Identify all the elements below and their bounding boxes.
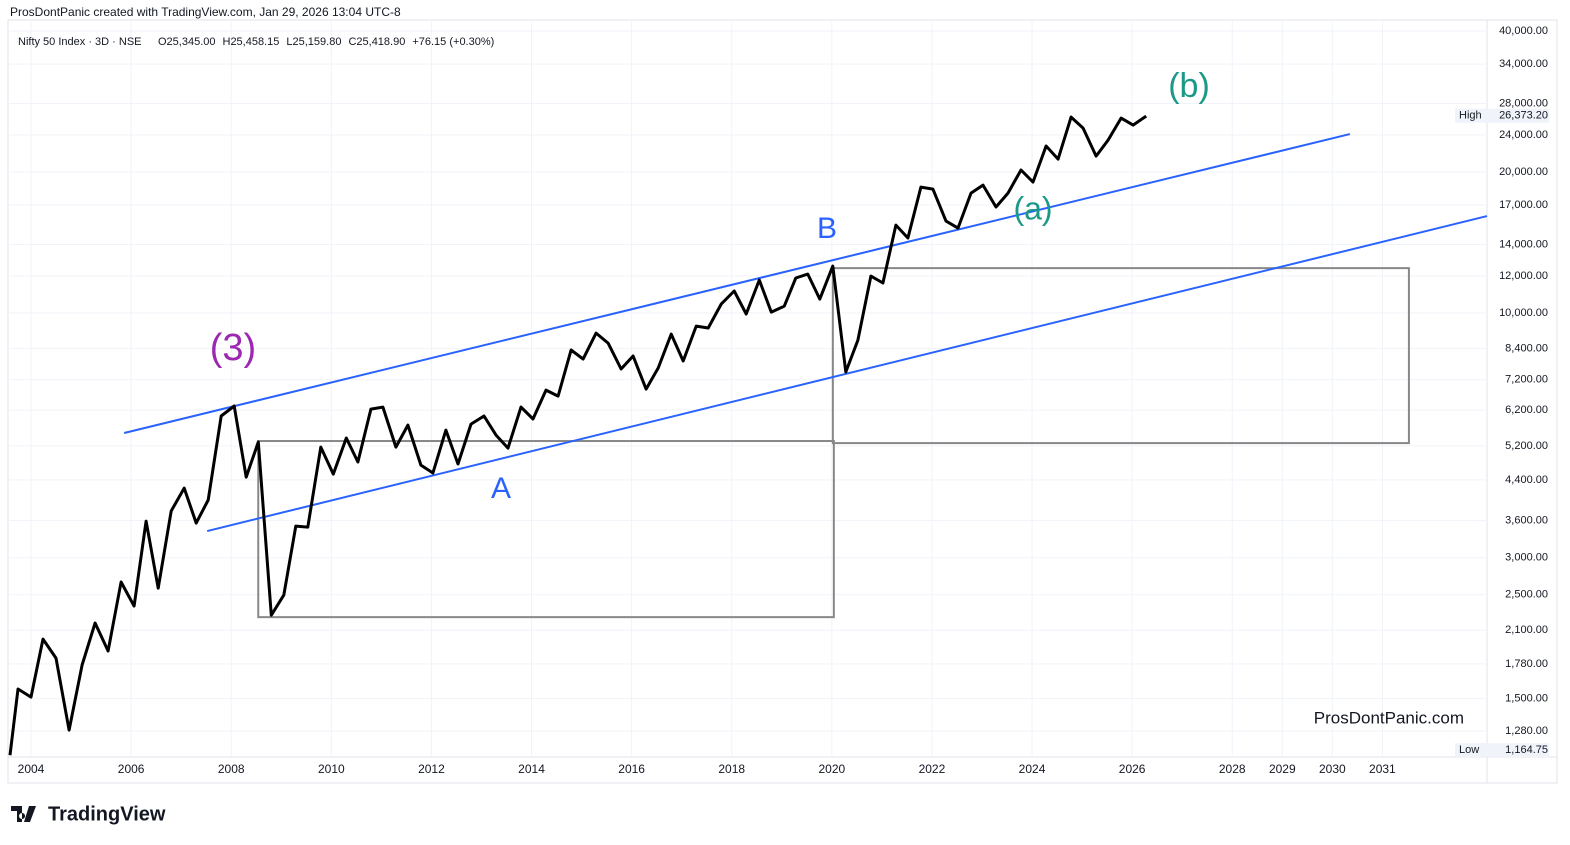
y-tick-label: 12,000.00 (1499, 270, 1548, 282)
price-mark-bg (1455, 743, 1549, 758)
price-line (8, 114, 1148, 756)
y-tick-label: 34,000.00 (1499, 58, 1548, 70)
annotation: (a) (1013, 190, 1052, 226)
grid (8, 20, 1487, 757)
y-tick-label: 3,600.00 (1505, 515, 1548, 527)
x-tick-label: 2029 (1269, 762, 1296, 776)
y-tick-label: 7,200.00 (1505, 374, 1548, 386)
y-tick-label: 1,500.00 (1505, 693, 1548, 705)
x-tick-label: 2016 (618, 762, 645, 776)
y-tick-label: 1,780.00 (1505, 658, 1548, 670)
y-tick-label: 4,400.00 (1505, 474, 1548, 486)
x-tick-label: 2004 (18, 762, 45, 776)
trendline (123, 133, 1351, 434)
y-tick-label: 6,200.00 (1505, 404, 1548, 416)
price-mark-name: Low (1459, 744, 1479, 756)
legend-series: Nifty 50 Index · 3D · NSE (18, 36, 142, 48)
logo-text: TradingView (48, 803, 166, 825)
y-tick-label: 20,000.00 (1499, 166, 1548, 178)
y-tick-label: 10,000.00 (1499, 307, 1548, 319)
price-mark-bg (1455, 108, 1549, 123)
x-tick-label: 2014 (518, 762, 545, 776)
box (257, 440, 835, 619)
annotation: B (817, 212, 837, 245)
x-tick-label: 2006 (118, 762, 145, 776)
header: ProsDontPanic created with TradingView.c… (10, 5, 401, 19)
x-tick-label: 2028 (1219, 762, 1246, 776)
y-tick-label: 40,000.00 (1499, 25, 1548, 37)
y-tick-label: 28,000.00 (1499, 97, 1548, 109)
y-tick-label: 24,000.00 (1499, 129, 1548, 141)
y-tick-label: 14,000.00 (1499, 238, 1548, 250)
annotation: A (491, 472, 511, 505)
x-tick-label: 2031 (1369, 762, 1396, 776)
x-tick-label: 2022 (919, 762, 946, 776)
x-tick-label: 2030 (1319, 762, 1346, 776)
watermark: ProsDontPanic.com (1314, 708, 1464, 727)
chart-frame (7, 19, 1558, 784)
y-tick-label: 2,100.00 (1505, 624, 1548, 636)
y-tick-label: 8,400.00 (1505, 342, 1548, 354)
legend-stat: L25,159.80 (286, 36, 341, 48)
legend-stat: C25,418.90 (348, 36, 405, 48)
annotation: (b) (1168, 67, 1210, 105)
x-tick-label: 2008 (218, 762, 245, 776)
legend-stat: O25,345.00 (158, 36, 216, 48)
x-tick-label: 2024 (1019, 762, 1046, 776)
y-tick-label: 1,280.00 (1505, 725, 1548, 737)
x-tick-label: 2020 (818, 762, 845, 776)
legend-stat: H25,458.15 (223, 36, 280, 48)
y-tick-label: 2,500.00 (1505, 589, 1548, 601)
y-tick-label: 5,200.00 (1505, 440, 1548, 452)
trendline (206, 215, 1488, 533)
x-tick-label: 2012 (418, 762, 445, 776)
legend-stat: +76.15 (+0.30%) (412, 36, 494, 48)
price-mark-label: 1,164.75 (1505, 744, 1548, 756)
price-mark-label: 26,373.20 (1499, 110, 1548, 122)
annotation: (3) (210, 327, 256, 369)
x-tick-label: 2026 (1119, 762, 1146, 776)
logo: TradingView (11, 803, 166, 825)
y-tick-label: 17,000.00 (1499, 199, 1548, 211)
x-tick-label: 2010 (318, 762, 345, 776)
x-tick-label: 2018 (718, 762, 745, 776)
y-tick-label: 3,000.00 (1505, 552, 1548, 564)
price-mark-name: High (1459, 110, 1482, 122)
box (831, 267, 1410, 445)
logo-icon (11, 806, 36, 822)
